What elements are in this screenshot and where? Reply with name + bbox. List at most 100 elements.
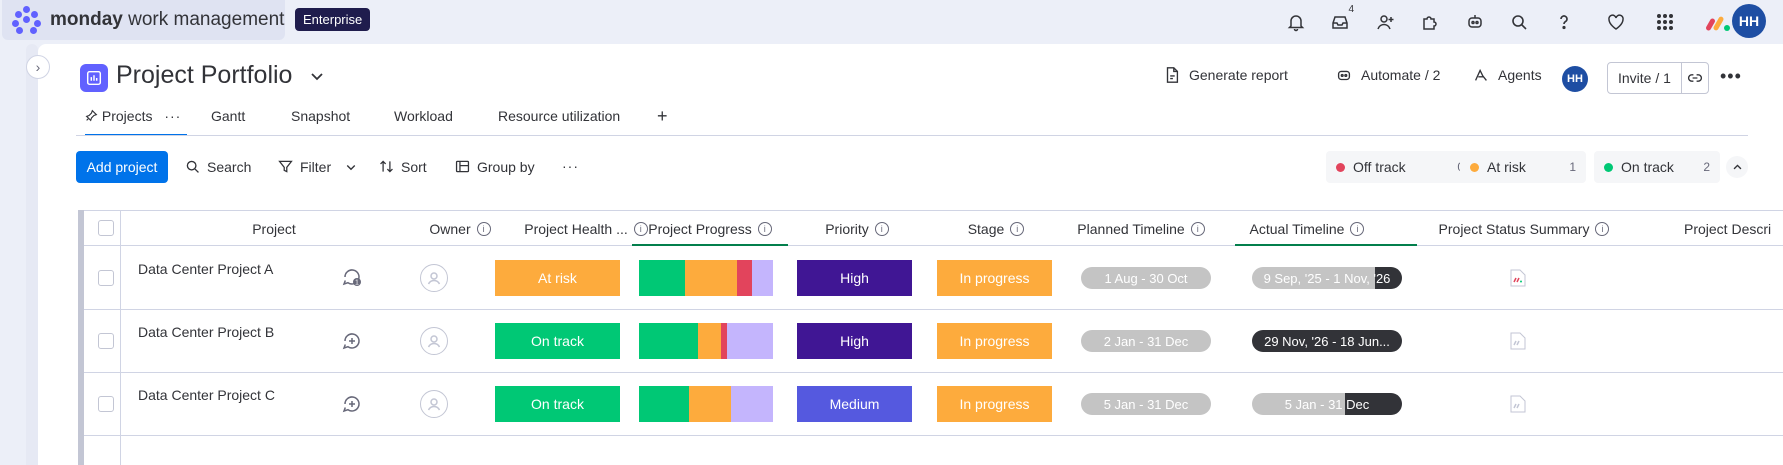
select-all-checkbox[interactable] [98, 220, 114, 236]
row-checkbox[interactable] [98, 270, 114, 286]
status-chip-at-risk[interactable]: At risk 1 [1460, 151, 1586, 183]
column-header-description[interactable]: Project Descri [1684, 211, 1783, 246]
doc-icon[interactable] [1510, 332, 1526, 350]
progress-segment [736, 260, 752, 296]
status-chip-on-track[interactable]: On track 2 [1594, 151, 1720, 183]
column-label: Project Progress [648, 220, 752, 237]
column-header-status-summary[interactable]: Project Status Summary i [1424, 211, 1624, 246]
add-project-button[interactable]: Add project [76, 151, 168, 183]
column-header-health[interactable]: Project Health ... i [486, 211, 686, 246]
priority-cell[interactable]: Medium [797, 386, 912, 422]
info-icon[interactable]: i [633, 221, 648, 236]
status-chip-off-track[interactable]: Off track 0 [1326, 151, 1474, 183]
monday-doc-icon[interactable] [1510, 269, 1526, 287]
invite-button[interactable]: Invite / 1 [1607, 62, 1709, 94]
tab-resource-utilization[interactable]: Resource utilization [498, 108, 621, 124]
tab-workload[interactable]: Workload [394, 108, 453, 124]
priority-cell[interactable]: High [797, 260, 912, 296]
tab-snapshot[interactable]: Snapshot [291, 108, 351, 124]
column-header-stage[interactable]: Stage i [926, 211, 1066, 246]
project-name[interactable]: Data Center Project C [138, 387, 275, 403]
stage-cell[interactable]: In progress [937, 260, 1052, 296]
owner-person-icon[interactable] [420, 390, 448, 418]
info-icon[interactable]: i [1190, 221, 1205, 236]
help-icon[interactable] [1550, 8, 1578, 36]
planned-timeline[interactable]: 2 Jan - 31 Dec [1081, 330, 1211, 352]
filter-button[interactable]: Filter [277, 158, 357, 175]
pin-icon [85, 109, 98, 122]
owner-person-icon[interactable] [420, 327, 448, 355]
info-icon[interactable]: i [757, 221, 772, 236]
monday-mark-icon[interactable] [1705, 8, 1733, 36]
invite-member-icon[interactable] [1372, 8, 1400, 36]
table-row[interactable]: Data Center Project A 1 At risk High In prog… [84, 246, 1783, 310]
column-header-project[interactable]: Project [204, 211, 344, 246]
app-grid-icon[interactable] [1651, 8, 1679, 36]
brand[interactable]: monday work management [2, 0, 285, 40]
column-header-actual-timeline[interactable]: Actual Timeline i [1216, 211, 1398, 246]
row-checkbox[interactable] [98, 333, 114, 349]
user-avatar[interactable]: HH [1732, 4, 1766, 38]
stage-cell[interactable]: In progress [937, 386, 1052, 422]
copy-link-icon[interactable] [1682, 70, 1708, 86]
column-header-progress[interactable]: Project Progress i [632, 211, 788, 246]
column-header-owner[interactable]: Owner i [390, 211, 530, 246]
actual-timeline[interactable]: 9 Sep, '25 - 1 Nov, '26 [1252, 267, 1402, 289]
info-icon[interactable]: i [874, 221, 889, 236]
search-button[interactable]: Search [184, 158, 251, 175]
stage-cell[interactable]: In progress [937, 323, 1052, 359]
expand-sidebar-chevron-icon[interactable]: › [26, 55, 50, 79]
search-icon[interactable] [1505, 8, 1533, 36]
health-status-cell[interactable]: At risk [495, 260, 620, 296]
inbox-icon[interactable]: 4 [1326, 4, 1354, 36]
table-row[interactable]: Data Center Project C On track Medium In pr… [84, 372, 1783, 436]
apps-puzzle-icon[interactable] [1416, 8, 1444, 36]
project-name[interactable]: Data Center Project B [138, 324, 275, 340]
row-divider [120, 210, 121, 465]
row-checkbox[interactable] [98, 396, 114, 412]
top-bar: monday work management Enterprise 4 HH [0, 0, 1783, 44]
page-title[interactable]: Project Portfolio [116, 61, 293, 89]
owner-person-icon[interactable] [420, 264, 448, 292]
add-update-icon[interactable] [341, 330, 363, 352]
agents-button[interactable]: Agents [1472, 66, 1542, 84]
bell-icon[interactable] [1282, 8, 1310, 36]
chevron-down-icon[interactable] [345, 161, 357, 173]
collapse-summary-chevron-icon[interactable] [1726, 156, 1748, 178]
planned-timeline[interactable]: 5 Jan - 31 Dec [1081, 393, 1211, 415]
info-icon[interactable]: i [1010, 221, 1025, 236]
actual-timeline[interactable]: 5 Jan - 31 Dec [1252, 393, 1402, 415]
health-status-cell[interactable]: On track [495, 386, 620, 422]
project-name[interactable]: Data Center Project A [138, 261, 274, 277]
add-view-icon[interactable]: + [657, 106, 668, 126]
tabs-divider [76, 135, 1748, 136]
column-header-planned-timeline[interactable]: Planned Timeline i [1066, 211, 1216, 246]
status-label: At risk [1487, 159, 1526, 175]
doc-icon[interactable] [1510, 395, 1526, 413]
info-icon[interactable]: i [476, 221, 491, 236]
health-status-cell[interactable]: On track [495, 323, 620, 359]
toolbar-more-icon[interactable]: ··· [562, 158, 579, 174]
tab-projects[interactable]: Projects ··· [85, 108, 187, 136]
report-icon [1166, 67, 1179, 83]
chevron-down-icon[interactable] [309, 68, 325, 89]
generate-report-button[interactable]: Generate report [1163, 66, 1288, 84]
board-member-avatar[interactable]: HH [1562, 66, 1588, 92]
automate-button[interactable]: Automate / 2 [1335, 66, 1440, 84]
more-options-icon[interactable]: ••• [1720, 66, 1742, 86]
tab-gantt[interactable]: Gantt [211, 108, 246, 124]
add-update-icon[interactable] [341, 393, 363, 415]
sort-button[interactable]: Sort [378, 158, 427, 175]
ai-robot-icon[interactable] [1461, 8, 1489, 36]
priority-cell[interactable]: High [797, 323, 912, 359]
planned-timeline[interactable]: 1 Aug - 30 Oct [1081, 267, 1211, 289]
heart-handshake-icon[interactable] [1602, 8, 1630, 36]
info-icon[interactable]: i [1350, 221, 1365, 236]
actual-timeline[interactable]: 29 Nov, '26 - 18 Jun... [1252, 330, 1402, 352]
column-header-priority[interactable]: Priority i [788, 211, 926, 246]
group-by-button[interactable]: Group by [454, 158, 535, 175]
table-row[interactable]: Data Center Project B On track High In prog… [84, 309, 1783, 373]
info-icon[interactable]: i [1595, 221, 1610, 236]
tab-more-icon[interactable]: ··· [164, 108, 182, 124]
update-with-badge-icon[interactable]: 1 [341, 267, 363, 289]
